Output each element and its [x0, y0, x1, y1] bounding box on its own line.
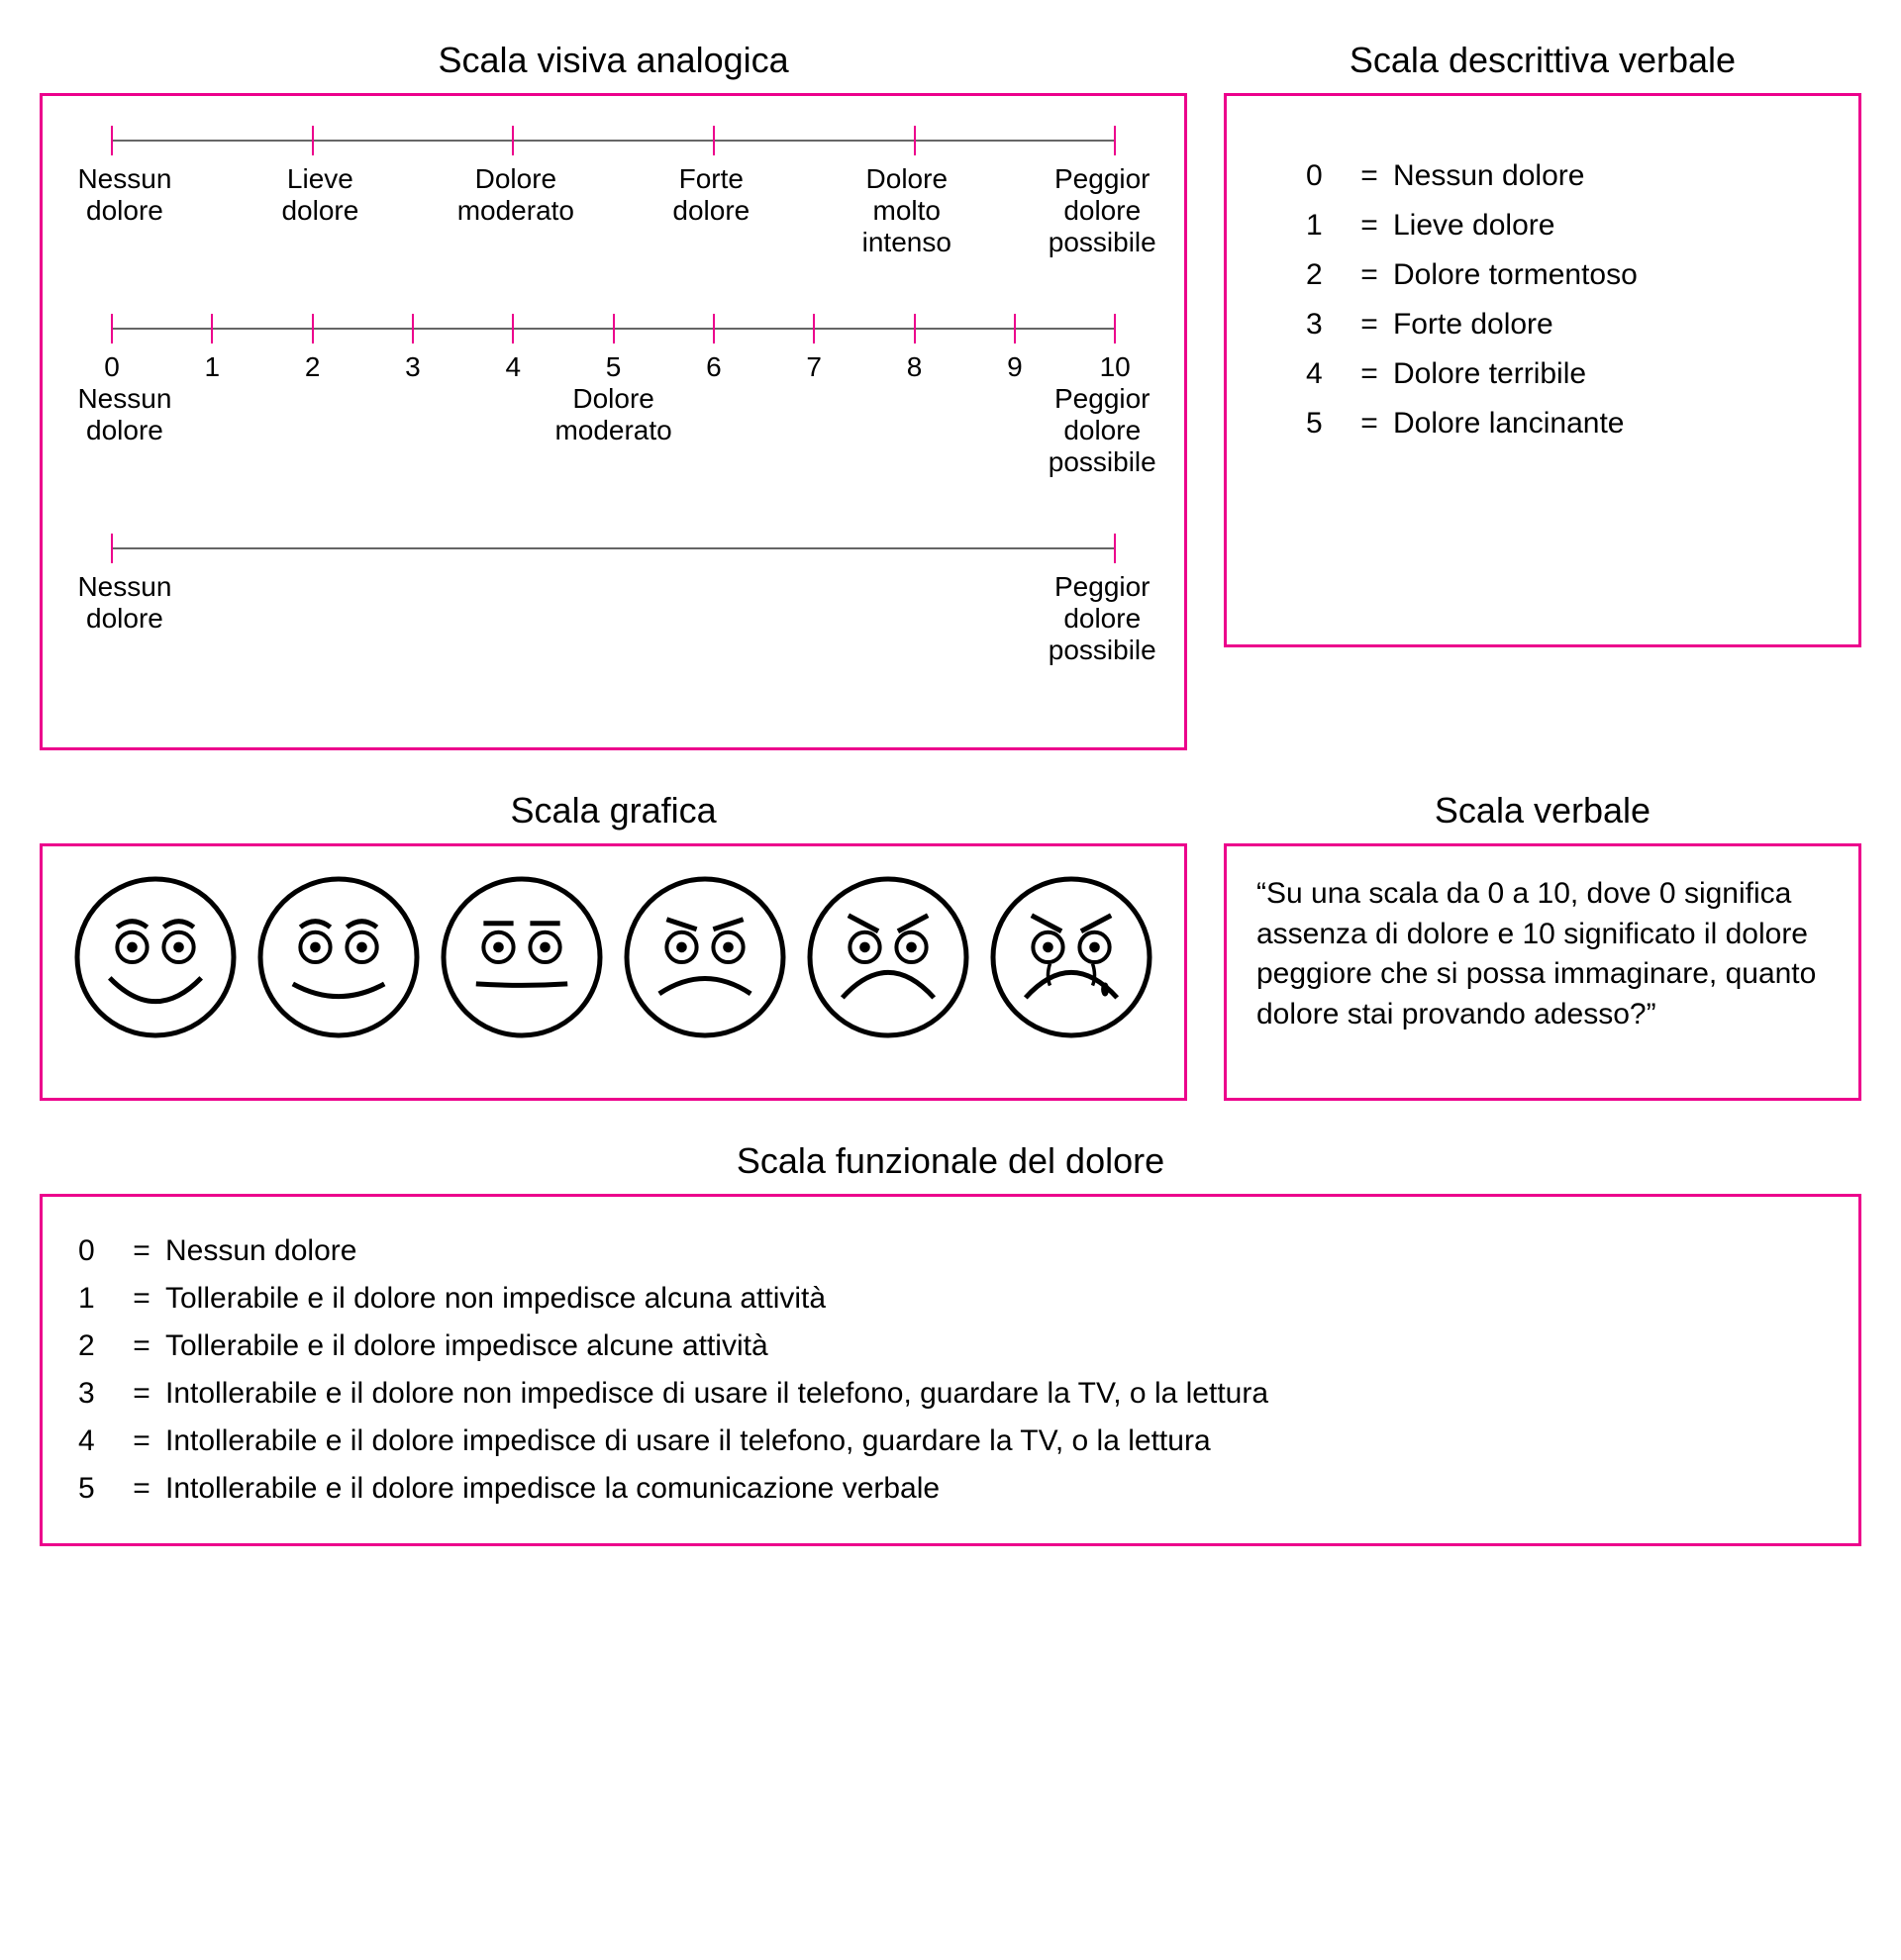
verbal-title: Scala verbale	[1224, 790, 1861, 832]
functional-item: 1=Tollerabile e il dolore non impedisce …	[78, 1282, 1823, 1316]
verbal-descriptor-list: 0=Nessun dolore1=Lieve dolore2=Dolore to…	[1256, 124, 1829, 441]
item-number: 3	[78, 1377, 118, 1411]
item-text: Dolore tormentoso	[1393, 258, 1638, 292]
functional-panel: 0=Nessun dolore1=Tollerabile e il dolore…	[40, 1194, 1861, 1546]
ruler-label: Peggior dolore possibile	[1049, 383, 1156, 479]
ruler-label: Dolore moderato	[554, 383, 671, 446]
item-number: 0	[78, 1234, 118, 1268]
item-text: Tollerabile e il dolore non impedisce al…	[165, 1282, 1823, 1316]
verbal-descriptor-item: 3=Forte dolore	[1306, 308, 1829, 342]
analog-panel: Nessun dolore Lieve dolore Dolore moderato…	[40, 93, 1187, 750]
verbal-descriptor-title: Scala descrittiva verbale	[1224, 40, 1861, 81]
verbal-descriptor-panel: 0=Nessun dolore1=Lieve dolore2=Dolore to…	[1224, 93, 1861, 647]
item-number: 5	[78, 1472, 118, 1506]
analog-ruler: 0 1 2 3 4 5 6 7 8 9 10 Nessun dolore Dolore moderato…	[72, 312, 1154, 490]
ruler-label: Nessun dolore	[77, 163, 171, 227]
equals-sign: =	[118, 1234, 165, 1268]
ruler-number: 8	[907, 351, 923, 383]
face-neutral-icon	[439, 874, 605, 1040]
equals-sign: =	[118, 1282, 165, 1316]
ruler-number: 4	[505, 351, 521, 383]
functional-item: 5=Intollerabile e il dolore impedisce la…	[78, 1472, 1823, 1506]
item-text: Forte dolore	[1393, 308, 1553, 342]
verbal-descriptor-item: 1=Lieve dolore	[1306, 209, 1829, 243]
item-text: Nessun dolore	[165, 1234, 1823, 1268]
analog-ruler: Nessun dolore Peggior dolore possibile	[72, 532, 1154, 678]
ruler-label: Dolore moderato	[457, 163, 574, 227]
item-number: 2	[78, 1329, 118, 1363]
face-happy-icon	[255, 874, 422, 1040]
ruler-number: 10	[1100, 351, 1131, 383]
ruler-label: Nessun dolore	[77, 571, 171, 635]
equals-sign: =	[1346, 209, 1393, 243]
verbal-section: Scala verbale “Su una scala da 0 a 10, d…	[1224, 790, 1861, 1140]
item-text: Lieve dolore	[1393, 209, 1554, 243]
ruler-number: 7	[806, 351, 822, 383]
analog-title: Scala visiva analogica	[40, 40, 1187, 81]
ruler-number: 2	[305, 351, 321, 383]
equals-sign: =	[1346, 407, 1393, 441]
item-number: 1	[78, 1282, 118, 1316]
ruler-number: 6	[706, 351, 722, 383]
item-text: Dolore terribile	[1393, 357, 1586, 391]
verbal-descriptor-section: Scala descrittiva verbale 0=Nessun dolor…	[1224, 40, 1861, 790]
faces-row	[72, 874, 1154, 1040]
graphic-panel	[40, 843, 1187, 1101]
face-very-sad-icon	[805, 874, 971, 1040]
ruler-label: Nessun dolore	[77, 383, 171, 446]
functional-item: 3=Intollerabile e il dolore non impedisc…	[78, 1377, 1823, 1411]
item-text: Intollerabile e il dolore impedisce di u…	[165, 1424, 1823, 1458]
equals-sign: =	[1346, 159, 1393, 193]
equals-sign: =	[118, 1472, 165, 1506]
item-number: 5	[1306, 407, 1346, 441]
ruler-number: 1	[205, 351, 221, 383]
ruler-label: Lieve dolore	[281, 163, 358, 227]
face-crying-icon	[988, 874, 1154, 1040]
equals-sign: =	[1346, 357, 1393, 391]
verbal-descriptor-item: 0=Nessun dolore	[1306, 159, 1829, 193]
analog-ruler: Nessun dolore Lieve dolore Dolore moderato…	[72, 124, 1154, 270]
item-text: Dolore lancinante	[1393, 407, 1624, 441]
equals-sign: =	[1346, 258, 1393, 292]
item-number: 2	[1306, 258, 1346, 292]
face-very-happy-icon	[72, 874, 239, 1040]
functional-title: Scala funzionale del dolore	[40, 1140, 1861, 1182]
functional-item: 2=Tollerabile e il dolore impedisce alcu…	[78, 1329, 1823, 1363]
item-number: 4	[1306, 357, 1346, 391]
item-number: 4	[78, 1424, 118, 1458]
functional-section: Scala funzionale del dolore 0=Nessun dol…	[40, 1140, 1861, 1586]
verbal-descriptor-item: 5=Dolore lancinante	[1306, 407, 1829, 441]
verbal-quote: “Su una scala da 0 a 10, dove 0 signific…	[1256, 874, 1829, 1034]
ruler-label: Peggior dolore possibile	[1049, 163, 1156, 259]
item-text: Intollerabile e il dolore non impedisce …	[165, 1377, 1823, 1411]
ruler-label: Peggior dolore possibile	[1049, 571, 1156, 667]
ruler-label: Dolore molto intenso	[862, 163, 951, 259]
functional-item: 0=Nessun dolore	[78, 1234, 1823, 1268]
ruler-number: 5	[606, 351, 622, 383]
equals-sign: =	[118, 1329, 165, 1363]
ruler-number: 3	[405, 351, 421, 383]
item-number: 1	[1306, 209, 1346, 243]
item-text: Nessun dolore	[1393, 159, 1584, 193]
verbal-descriptor-item: 2=Dolore tormentoso	[1306, 258, 1829, 292]
functional-item: 4=Intollerabile e il dolore impedisce di…	[78, 1424, 1823, 1458]
ruler-number: 0	[104, 351, 120, 383]
item-number: 3	[1306, 308, 1346, 342]
item-text: Intollerabile e il dolore impedisce la c…	[165, 1472, 1823, 1506]
equals-sign: =	[118, 1377, 165, 1411]
equals-sign: =	[1346, 308, 1393, 342]
item-number: 0	[1306, 159, 1346, 193]
ruler-label: Forte dolore	[672, 163, 750, 227]
verbal-descriptor-item: 4=Dolore terribile	[1306, 357, 1829, 391]
equals-sign: =	[118, 1424, 165, 1458]
graphic-section: Scala grafica	[40, 790, 1187, 1140]
graphic-title: Scala grafica	[40, 790, 1187, 832]
verbal-panel: “Su una scala da 0 a 10, dove 0 signific…	[1224, 843, 1861, 1101]
ruler-number: 9	[1007, 351, 1023, 383]
face-sad-icon	[622, 874, 788, 1040]
analog-section: Scala visiva analogica Nessun dolore Liev…	[40, 40, 1187, 790]
item-text: Tollerabile e il dolore impedisce alcune…	[165, 1329, 1823, 1363]
